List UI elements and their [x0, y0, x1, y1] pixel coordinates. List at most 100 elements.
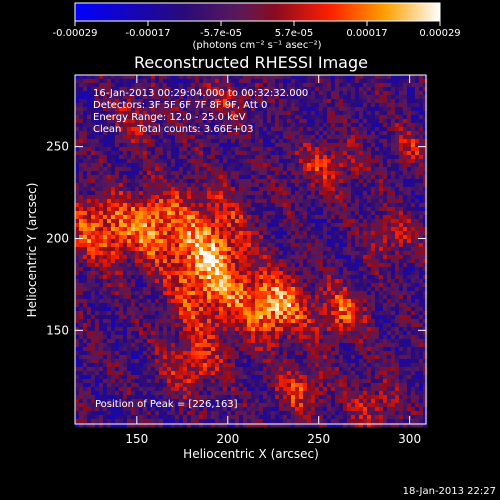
heatmap-cell — [371, 143, 376, 148]
heatmap-cell — [107, 195, 112, 200]
heatmap-cell — [219, 179, 224, 184]
heatmap-cell — [139, 191, 144, 196]
heatmap-cell — [119, 203, 124, 208]
heatmap-cell — [359, 231, 364, 236]
heatmap-cell — [239, 87, 244, 92]
heatmap-cell — [143, 235, 148, 240]
heatmap-cell — [347, 291, 352, 296]
heatmap-cell — [195, 203, 200, 208]
heatmap-cell — [331, 115, 336, 120]
heatmap-cell — [331, 263, 336, 268]
heatmap-cell — [223, 91, 228, 96]
heatmap-cell — [335, 195, 340, 200]
heatmap-cell — [243, 287, 248, 292]
heatmap-cell — [247, 167, 252, 172]
heatmap-cell — [331, 215, 336, 220]
heatmap-cell — [267, 79, 272, 84]
heatmap-cell — [83, 143, 88, 148]
heatmap-cell — [183, 287, 188, 292]
heatmap-cell — [207, 163, 212, 168]
heatmap-cell — [167, 295, 172, 300]
heatmap-cell — [315, 243, 320, 248]
heatmap-cell — [199, 207, 204, 212]
heatmap-cell — [103, 191, 108, 196]
heatmap-cell — [187, 123, 192, 128]
heatmap-cell — [275, 147, 280, 152]
heatmap-cell — [351, 283, 356, 288]
heatmap-cell — [323, 75, 328, 80]
heatmap-cell — [399, 255, 404, 260]
heatmap-cell — [191, 175, 196, 180]
heatmap-cell — [103, 243, 108, 248]
heatmap-cell — [271, 183, 276, 188]
heatmap-cell — [159, 179, 164, 184]
heatmap-cell — [355, 107, 360, 112]
heatmap-cell — [311, 155, 316, 160]
heatmap-cell — [215, 291, 220, 296]
heatmap-cell — [283, 87, 288, 92]
heatmap-cell — [95, 219, 100, 224]
heatmap-cell — [271, 283, 276, 288]
heatmap-cell — [143, 227, 148, 232]
heatmap-cell — [147, 155, 152, 160]
heatmap-cell — [387, 283, 392, 288]
heatmap-cell — [179, 167, 184, 172]
heatmap-cell — [415, 151, 420, 156]
heatmap-cell — [199, 231, 204, 236]
heatmap-cell — [131, 75, 136, 80]
heatmap-cell — [239, 287, 244, 292]
heatmap-cell — [263, 255, 268, 260]
heatmap-cell — [111, 247, 116, 252]
heatmap-cell — [115, 199, 120, 204]
heatmap-cell — [155, 107, 160, 112]
heatmap-cell — [423, 179, 428, 184]
heatmap-cell — [199, 103, 204, 108]
heatmap-cell — [263, 87, 268, 92]
heatmap-cell — [311, 107, 316, 112]
heatmap-cell — [263, 267, 268, 272]
heatmap-cell — [331, 83, 336, 88]
heatmap-cell — [395, 115, 400, 120]
heatmap-cell — [419, 151, 424, 156]
heatmap-cell — [115, 107, 120, 112]
heatmap-cell — [287, 267, 292, 272]
heatmap-cell — [411, 179, 416, 184]
heatmap-cell — [419, 75, 424, 80]
heatmap-cell — [419, 87, 424, 92]
heatmap-cell — [379, 279, 384, 284]
heatmap-cell — [271, 203, 276, 208]
heatmap-cell — [123, 275, 128, 280]
heatmap-cell — [343, 271, 348, 276]
heatmap-cell — [251, 111, 256, 116]
heatmap-cell — [319, 255, 324, 260]
heatmap-cell — [79, 251, 84, 256]
heatmap-cell — [235, 167, 240, 172]
heatmap-cell — [283, 191, 288, 196]
heatmap-cell — [91, 227, 96, 232]
heatmap-cell — [343, 111, 348, 116]
heatmap-cell — [195, 295, 200, 300]
heatmap-cell — [99, 247, 104, 252]
heatmap-cell — [251, 155, 256, 160]
heatmap-cell — [347, 279, 352, 284]
heatmap-cell — [163, 255, 168, 260]
heatmap-cell — [423, 279, 428, 284]
heatmap-cell — [219, 95, 224, 100]
heatmap-cell — [115, 171, 120, 176]
heatmap-cell — [243, 179, 248, 184]
heatmap-cell — [363, 231, 368, 236]
heatmap-cell — [339, 131, 344, 136]
heatmap-cell — [143, 291, 148, 296]
heatmap-cell — [171, 299, 176, 304]
heatmap-cell — [367, 227, 372, 232]
heatmap-cell — [295, 99, 300, 104]
heatmap-cell — [119, 279, 124, 284]
heatmap-cell — [411, 171, 416, 176]
heatmap-cell — [367, 139, 372, 144]
heatmap-cell — [119, 271, 124, 276]
heatmap-cell — [287, 279, 292, 284]
heatmap-cell — [275, 199, 280, 204]
heatmap-cell — [179, 295, 184, 300]
heatmap-cell — [331, 87, 336, 92]
heatmap-cell — [87, 95, 92, 100]
